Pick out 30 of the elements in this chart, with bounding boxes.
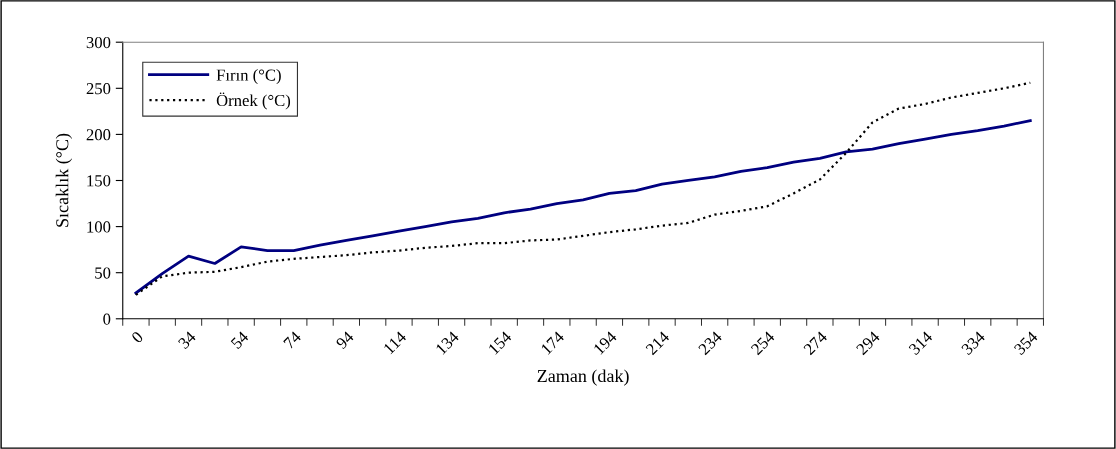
x-tick-label: 194: [593, 330, 618, 355]
x-tick-label: 154: [487, 330, 513, 355]
x-tick-label: 214: [645, 330, 671, 356]
y-tick-label: 100: [87, 221, 111, 233]
legend-label: Fırın (°C): [216, 68, 281, 85]
x-tick-label: 314: [908, 330, 934, 356]
x-tick-label: 174: [540, 330, 565, 355]
y-tick-label: 300: [86, 36, 111, 49]
x-tick-label: 114: [383, 330, 407, 355]
x-tick-label: 334: [960, 330, 986, 356]
x-tick-label: 54: [230, 330, 250, 350]
y-tick-label: 0: [103, 313, 111, 325]
y-axis-title: Sıcaklık (°C): [55, 133, 73, 227]
y-tick-label: 250: [86, 83, 111, 95]
x-tick-label: 94: [335, 330, 355, 350]
legend-label: Örnek (°C): [216, 92, 291, 110]
x-tick-label: 234: [697, 330, 723, 356]
x-axis-title: Zaman (dak): [537, 369, 629, 386]
x-tick-label: 0: [130, 330, 144, 344]
x-tick-label: 354: [1013, 330, 1039, 356]
y-tick-label: 150: [87, 175, 111, 187]
x-tick-label: 34: [177, 330, 197, 350]
line-series: [134, 119, 1032, 295]
x-tick-label: 134: [435, 330, 460, 355]
y-tick-label: 200: [86, 129, 111, 141]
x-tick-label: 254: [750, 330, 776, 356]
x-tick-label: 74: [283, 330, 302, 350]
x-tick-label: 274: [803, 330, 828, 356]
y-tick-label: 50: [95, 267, 111, 279]
x-tick-label: 294: [855, 330, 881, 356]
